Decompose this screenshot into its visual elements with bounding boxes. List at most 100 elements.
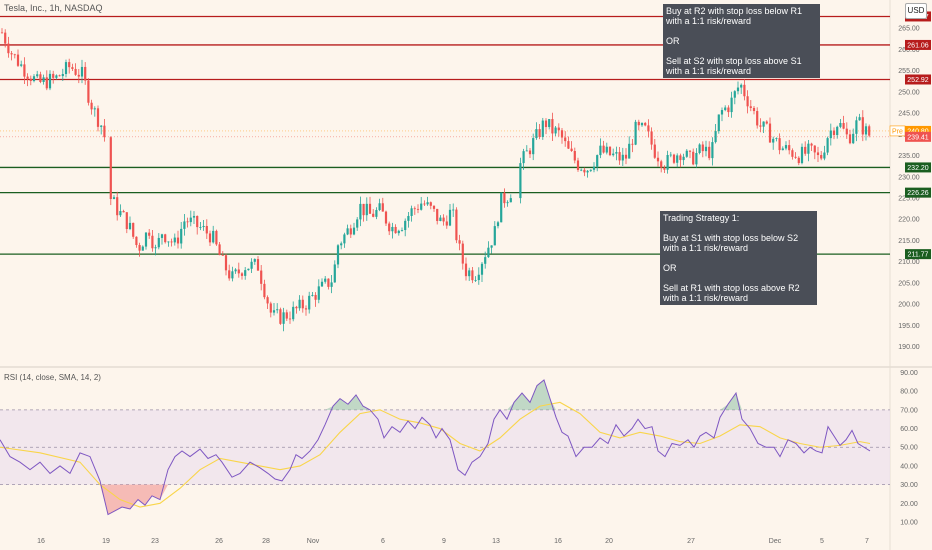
candle-body [263,283,266,298]
candle-body [727,107,730,113]
candle-body [797,157,800,164]
candle-body [474,280,477,281]
candle-body [420,203,423,210]
candle-body [685,150,688,157]
level-tag-label: 211.77 [908,252,929,259]
candle-body [567,141,570,149]
level-tag-support [905,249,931,260]
candle-body [205,225,208,234]
candle-body [628,143,631,159]
candle-body [717,114,720,132]
x-tick-label: 26 [215,538,223,545]
candle-body [349,228,352,235]
pre-market-badge [889,125,906,137]
candle-body [260,270,263,284]
candle-body [103,125,106,138]
rsi-tick-label: 30.00 [900,482,918,489]
candle-body [480,263,484,275]
level-tag-support [905,187,931,198]
candle-body [816,152,820,156]
candle-body [228,270,231,279]
candle-body [160,234,164,238]
candle-body [359,203,362,220]
candle-body [381,203,384,212]
candle-body [199,227,202,228]
candle-body [285,312,288,319]
candle-body [570,148,573,152]
candle-body [653,144,656,158]
candle-body [32,76,36,82]
candle-body [432,205,436,209]
candle-body [154,247,157,249]
candle-body [442,217,445,222]
candle-body [368,203,372,214]
price-tag-last [905,131,931,142]
candle-body [842,123,845,129]
price-tick-label: 255.00 [898,68,920,75]
candle-body [583,169,586,173]
candle-body [10,53,13,55]
candle-body [788,145,791,151]
candle-body [16,54,20,66]
candle-body [132,222,135,237]
candle-body [768,123,772,143]
candle-body [295,306,298,309]
candle-body [324,278,327,282]
candle-body [250,261,253,269]
candle-body [580,169,583,171]
candle-body [855,120,858,134]
candle-body [781,148,784,151]
x-tick-label: 16 [554,538,562,545]
rsi-title: RSI (14, close, SMA, 14, 2) [4,373,101,382]
candle-body [176,237,180,244]
candle-body [612,153,615,156]
candle-body [378,203,381,211]
candle-body [282,312,285,324]
currency-button[interactable]: USD [905,3,927,19]
price-tag-pre [905,125,931,136]
x-tick-label: 6 [381,538,385,545]
candle-body [304,308,308,310]
candle-body [525,150,528,152]
candle-body [372,213,375,217]
price-axis-area [890,0,932,550]
candle-body [327,278,330,287]
x-tick-label: 16 [37,538,45,545]
candle-body [746,96,749,107]
price-tick-label: 205.00 [898,280,920,287]
x-tick-label: 23 [151,538,159,545]
candle-body [311,294,314,296]
note-bottom-line2: OR [663,263,677,273]
x-tick-label: 27 [687,538,695,545]
candle-body [144,232,148,247]
candle-body [506,202,509,204]
candle-body [317,286,320,300]
rsi-tick-label: 10.00 [900,520,918,527]
candle-body [122,211,125,213]
candle-body [852,133,855,144]
note-bottom-line1: Buy at S1 with stop loss below S2 with a… [663,233,799,253]
candle-body [212,230,215,243]
note-top-line2: OR [666,36,680,46]
candle-body [826,138,829,153]
chart-title: Tesla, Inc., 1h, NASDAQ [4,3,103,13]
candle-body [832,130,836,136]
candle-body [452,209,455,211]
candle-body [528,150,532,155]
candle-body [624,154,628,159]
candle-body [42,77,45,82]
candle-body [77,74,80,77]
candle-body [407,215,410,221]
candle-body [138,245,141,251]
price-tick-label: 265.00 [898,26,920,33]
candle-body [647,125,650,132]
x-tick-label: 5 [820,538,824,545]
candle-body [208,233,212,243]
candle-body [711,142,714,159]
candle-body [554,127,557,134]
candle-body [496,222,500,227]
candle-body [804,146,807,154]
candle-body [458,240,461,244]
candle-body [839,123,842,127]
candle-body [320,281,324,287]
